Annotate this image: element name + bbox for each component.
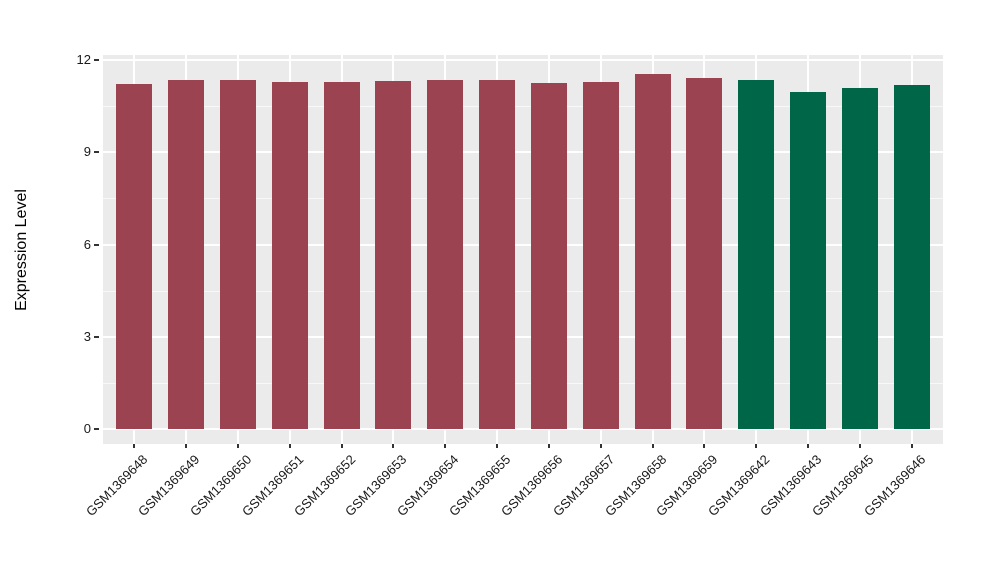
- h-gridline-major: [103, 428, 943, 430]
- y-tick-mark: [94, 59, 99, 61]
- x-tick-mark: [340, 444, 343, 448]
- y-tick-mark: [94, 243, 99, 246]
- bar: [375, 80, 412, 429]
- bar: [427, 79, 464, 429]
- bar: [842, 87, 879, 429]
- x-tick-mark: [236, 444, 239, 448]
- h-gridline-major: [103, 335, 943, 338]
- x-tick-mark: [288, 444, 291, 448]
- x-tick-mark: [547, 444, 550, 448]
- h-gridline-major: [103, 59, 943, 61]
- bar: [479, 79, 516, 429]
- y-tick-mark: [94, 335, 99, 338]
- bar: [271, 82, 308, 429]
- h-gridline-minor: [103, 106, 943, 108]
- bar: [893, 84, 930, 429]
- bar: [323, 82, 360, 429]
- x-tick-mark: [651, 444, 654, 448]
- y-tick-label: 12: [76, 52, 91, 67]
- x-tick-mark: [755, 444, 758, 448]
- x-tick-mark: [184, 444, 187, 448]
- bar: [530, 83, 567, 429]
- h-gridline-minor: [103, 382, 943, 384]
- bar: [738, 79, 775, 429]
- plot-panel: [103, 55, 943, 444]
- h-gridline-minor: [103, 290, 943, 292]
- h-gridline-major: [103, 151, 943, 154]
- x-tick-mark: [859, 444, 862, 448]
- bar: [167, 79, 204, 429]
- bar: [686, 77, 723, 429]
- x-tick-mark: [599, 444, 602, 448]
- y-tick-label: 0: [83, 421, 91, 436]
- h-gridline-major: [103, 243, 943, 246]
- x-tick-mark: [496, 444, 499, 448]
- y-tick-label: 6: [83, 236, 91, 252]
- x-tick-mark: [910, 444, 913, 448]
- bar: [634, 74, 671, 429]
- h-gridline-minor: [103, 198, 943, 200]
- y-axis-title: Expression Level: [13, 189, 30, 311]
- x-tick-mark: [703, 444, 706, 448]
- bar: [582, 81, 619, 429]
- bar: [790, 91, 827, 429]
- bar: [219, 79, 256, 429]
- y-tick-mark: [94, 428, 99, 430]
- x-tick-mark: [807, 444, 810, 448]
- x-tick-mark: [392, 444, 395, 448]
- bar: [116, 84, 153, 429]
- y-tick-label: 9: [83, 144, 91, 160]
- y-tick-mark: [94, 151, 99, 154]
- x-tick-mark: [444, 444, 447, 448]
- x-tick-mark: [133, 444, 136, 448]
- y-tick-label: 3: [83, 328, 91, 344]
